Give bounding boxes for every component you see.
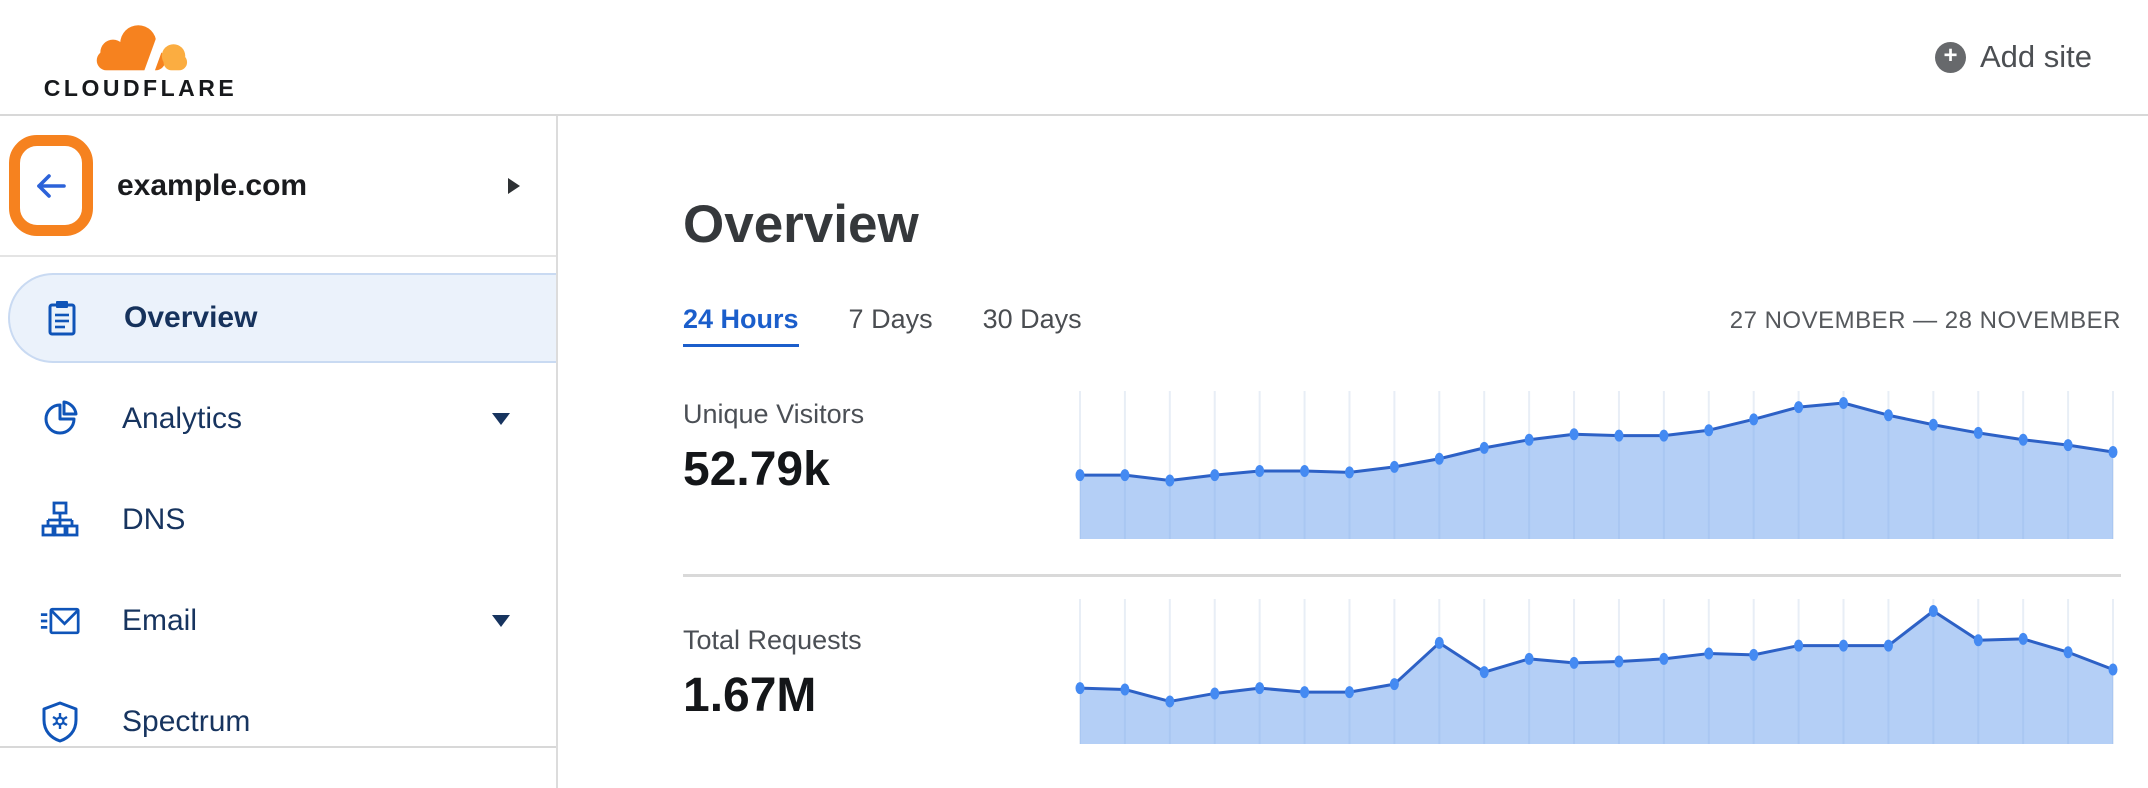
unique-visitors-chart[interactable] bbox=[1072, 373, 2121, 541]
envelope-icon bbox=[40, 601, 80, 641]
cloudflare-wordmark: CLOUDFLARE bbox=[43, 75, 238, 101]
cloudflare-logo: CLOUDFLARE bbox=[18, 12, 263, 102]
dns-tree-icon bbox=[40, 500, 80, 540]
time-range-row: 24 Hours 7 Days 30 Days 27 NOVEMBER — 28… bbox=[683, 304, 2121, 348]
site-name: example.com bbox=[117, 168, 308, 202]
area-chart[interactable] bbox=[1072, 373, 2121, 541]
metrics-panel: Unique Visitors 52.79k Total Requests 1.… bbox=[683, 373, 2121, 746]
time-range-tabs: 24 Hours 7 Days 30 Days bbox=[683, 304, 1082, 348]
area-chart[interactable] bbox=[1072, 581, 2121, 746]
chevron-right-icon[interactable] bbox=[508, 177, 520, 194]
metric-row-total-requests: Total Requests 1.67M bbox=[683, 581, 2121, 746]
date-range-label: 27 NOVEMBER — 28 NOVEMBER bbox=[1729, 307, 2121, 335]
metric-info: Unique Visitors 52.79k bbox=[683, 373, 1072, 497]
metric-row-unique-visitors: Unique Visitors 52.79k bbox=[683, 373, 2121, 541]
sidebar-item-label: DNS bbox=[122, 503, 186, 536]
metric-label: Total Requests bbox=[683, 625, 862, 656]
add-site-label: Add site bbox=[1979, 39, 2092, 74]
main-content: Overview 24 Hours 7 Days 30 Days 27 NOVE… bbox=[558, 116, 2148, 788]
sidebar-nav: Overview Analytics bbox=[0, 257, 556, 767]
tab-24-hours[interactable]: 24 Hours bbox=[683, 304, 799, 348]
metric-info: Total Requests 1.67M bbox=[683, 581, 1072, 723]
total-requests-chart[interactable] bbox=[1072, 581, 2121, 746]
metric-value: 1.67M bbox=[683, 669, 817, 723]
metric-label: Unique Visitors bbox=[683, 399, 865, 430]
sidebar-divider bbox=[0, 746, 556, 748]
tab-30-days[interactable]: 30 Days bbox=[982, 304, 1082, 335]
sidebar-item-label: Email bbox=[122, 604, 198, 637]
sidebar-item-label: Spectrum bbox=[122, 705, 251, 738]
sidebar-item-spectrum[interactable]: Spectrum bbox=[8, 677, 556, 767]
page-title: Overview bbox=[683, 195, 919, 254]
top-header: CLOUDFLARE + Add site bbox=[0, 0, 2148, 116]
site-switcher-row: example.com bbox=[0, 116, 556, 257]
sidebar-item-dns[interactable]: DNS bbox=[8, 475, 556, 565]
back-button[interactable] bbox=[9, 135, 93, 236]
pie-chart-icon bbox=[40, 399, 80, 439]
clipboard-icon bbox=[42, 298, 82, 338]
sidebar-item-label: Analytics bbox=[122, 402, 243, 435]
sidebar: example.com Overview bbox=[0, 116, 558, 788]
sidebar-item-overview[interactable]: Overview bbox=[8, 273, 556, 363]
metric-value: 52.79k bbox=[683, 443, 830, 497]
plus-circle-icon: + bbox=[1934, 41, 1966, 73]
cloudflare-cloud-icon bbox=[81, 25, 200, 74]
chevron-down-icon bbox=[492, 413, 510, 425]
arrow-left-icon bbox=[37, 173, 66, 198]
shield-icon bbox=[40, 701, 80, 743]
tab-7-days[interactable]: 7 Days bbox=[848, 304, 933, 335]
sidebar-item-email[interactable]: Email bbox=[8, 576, 556, 666]
metrics-divider bbox=[683, 574, 2121, 578]
sidebar-item-analytics[interactable]: Analytics bbox=[8, 374, 556, 464]
chevron-down-icon bbox=[492, 615, 510, 627]
sidebar-item-label: Overview bbox=[124, 301, 258, 334]
add-site-button[interactable]: + Add site bbox=[1934, 39, 2092, 75]
